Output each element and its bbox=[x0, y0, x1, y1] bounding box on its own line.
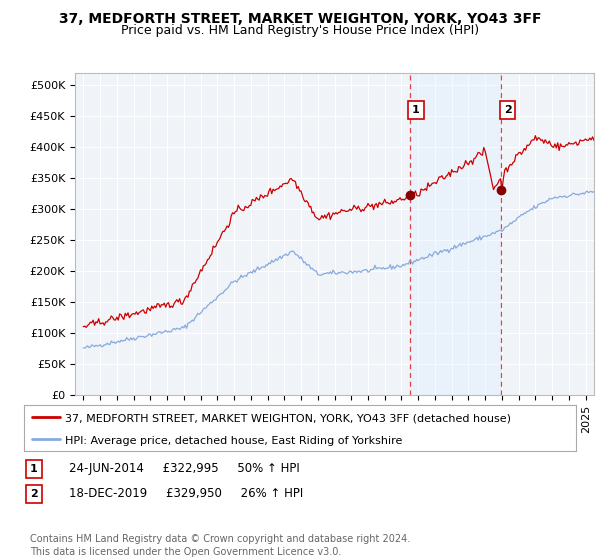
Text: 1: 1 bbox=[412, 105, 420, 115]
Text: 1: 1 bbox=[30, 464, 38, 474]
Text: HPI: Average price, detached house, East Riding of Yorkshire: HPI: Average price, detached house, East… bbox=[65, 436, 403, 446]
Bar bbox=[410, 73, 501, 395]
Text: Price paid vs. HM Land Registry's House Price Index (HPI): Price paid vs. HM Land Registry's House … bbox=[121, 24, 479, 36]
Text: 2: 2 bbox=[30, 489, 38, 499]
Text: 18-DEC-2019     £329,950     26% ↑ HPI: 18-DEC-2019 £329,950 26% ↑ HPI bbox=[69, 487, 303, 501]
Text: 24-JUN-2014     £322,995     50% ↑ HPI: 24-JUN-2014 £322,995 50% ↑ HPI bbox=[69, 462, 300, 475]
Text: 37, MEDFORTH STREET, MARKET WEIGHTON, YORK, YO43 3FF (detached house): 37, MEDFORTH STREET, MARKET WEIGHTON, YO… bbox=[65, 414, 511, 424]
Text: 2: 2 bbox=[504, 105, 512, 115]
Text: Contains HM Land Registry data © Crown copyright and database right 2024.
This d: Contains HM Land Registry data © Crown c… bbox=[30, 534, 410, 557]
Text: 37, MEDFORTH STREET, MARKET WEIGHTON, YORK, YO43 3FF: 37, MEDFORTH STREET, MARKET WEIGHTON, YO… bbox=[59, 12, 541, 26]
